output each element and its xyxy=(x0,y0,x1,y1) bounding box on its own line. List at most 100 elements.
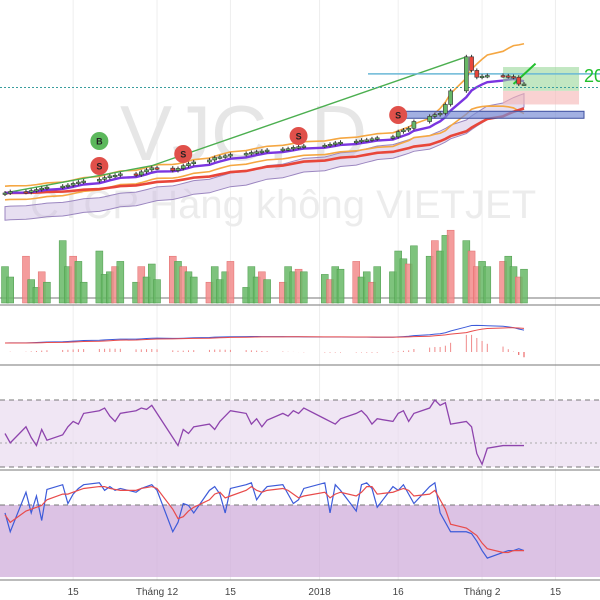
rsi-pane xyxy=(0,398,600,468)
candle xyxy=(212,157,217,161)
signal-marker: S xyxy=(289,127,308,145)
ema-short-line xyxy=(4,77,525,195)
trend-line xyxy=(4,56,467,194)
candle xyxy=(34,189,39,192)
candle xyxy=(374,137,380,140)
signal-dot xyxy=(174,145,193,163)
candle xyxy=(469,56,474,71)
signal-marker: S xyxy=(389,106,408,124)
volume-bar xyxy=(263,279,271,304)
candle xyxy=(464,56,469,92)
candle xyxy=(485,75,490,78)
candle xyxy=(149,167,155,171)
candle xyxy=(364,139,370,142)
candle xyxy=(249,152,254,155)
macd-pane xyxy=(4,324,525,358)
candle xyxy=(44,186,50,189)
signal-marker: B xyxy=(90,132,109,150)
candle xyxy=(411,121,417,129)
candle xyxy=(406,127,411,131)
volume-bar xyxy=(226,261,235,304)
stochastic-band xyxy=(0,505,600,577)
target-label: 20 xyxy=(584,66,600,86)
watermark-subtitle: CTCP Hàng không VIETJET xyxy=(30,183,536,227)
candle xyxy=(65,184,71,187)
candle xyxy=(102,177,107,180)
candle xyxy=(154,167,160,170)
signal-marker: S xyxy=(90,157,109,175)
candle xyxy=(133,173,139,176)
candle xyxy=(170,167,176,171)
x-axis: 15 Tháng 12 15 2018 16 Tháng 2 15 xyxy=(68,587,562,598)
candle xyxy=(180,165,186,169)
candle xyxy=(81,180,86,183)
candle xyxy=(390,136,396,139)
candle xyxy=(500,75,506,78)
volume-bar xyxy=(6,276,14,304)
candle xyxy=(332,142,338,145)
candle xyxy=(175,168,181,171)
candle xyxy=(511,76,516,79)
candle xyxy=(76,181,81,184)
signal-label: S xyxy=(180,150,186,160)
candle xyxy=(359,139,364,143)
volume-bar xyxy=(189,276,198,304)
volume-bar xyxy=(153,279,161,304)
signal-label: S xyxy=(296,132,302,142)
volume-bar xyxy=(300,271,308,304)
candle xyxy=(369,138,375,141)
candle xyxy=(353,140,359,144)
candle xyxy=(443,104,448,114)
candle xyxy=(186,163,191,167)
price-pane: B S S S S xyxy=(0,42,600,221)
volume-bar xyxy=(446,229,455,304)
candle xyxy=(338,141,343,145)
candle xyxy=(60,185,65,188)
candle xyxy=(7,191,13,194)
volume-bar xyxy=(520,268,528,304)
candle xyxy=(97,179,102,182)
candle xyxy=(70,183,76,186)
volume-bar xyxy=(483,266,492,304)
candle xyxy=(521,83,527,86)
candle xyxy=(474,70,480,78)
candle xyxy=(243,153,249,156)
stop-zone xyxy=(503,90,580,105)
signal-dot xyxy=(389,106,408,124)
volume-bar xyxy=(79,281,88,304)
candle xyxy=(118,173,123,176)
candle xyxy=(285,148,291,151)
candle xyxy=(327,143,333,147)
candle xyxy=(107,175,113,178)
candle xyxy=(139,171,144,176)
candle xyxy=(207,159,212,163)
candle xyxy=(448,90,453,105)
candle xyxy=(217,156,223,159)
candle xyxy=(228,154,233,157)
rsi-line xyxy=(4,398,524,467)
volume-bar xyxy=(410,245,418,304)
x-tick-label: 15 xyxy=(550,587,562,598)
ichimoku-cloud xyxy=(4,92,525,221)
candle xyxy=(432,114,438,117)
signal-label: B xyxy=(96,137,103,147)
x-tick-label: 15 xyxy=(68,587,80,598)
volume-bar xyxy=(43,281,51,304)
candle xyxy=(322,145,328,148)
x-tick-label: 2018 xyxy=(308,587,331,598)
candle xyxy=(280,148,286,151)
volume-bar xyxy=(336,268,345,304)
candle xyxy=(401,129,406,133)
signal-label: S xyxy=(96,162,102,172)
candle xyxy=(505,75,511,78)
signal-marker: S xyxy=(174,145,193,163)
candle xyxy=(437,113,443,116)
candle xyxy=(2,192,8,195)
candle xyxy=(222,155,228,158)
volume-bar xyxy=(373,266,381,304)
stochastic-d-line xyxy=(4,485,524,554)
x-tick-label: Tháng 12 xyxy=(136,587,179,598)
volume-pane xyxy=(1,229,528,304)
candle xyxy=(28,190,34,193)
